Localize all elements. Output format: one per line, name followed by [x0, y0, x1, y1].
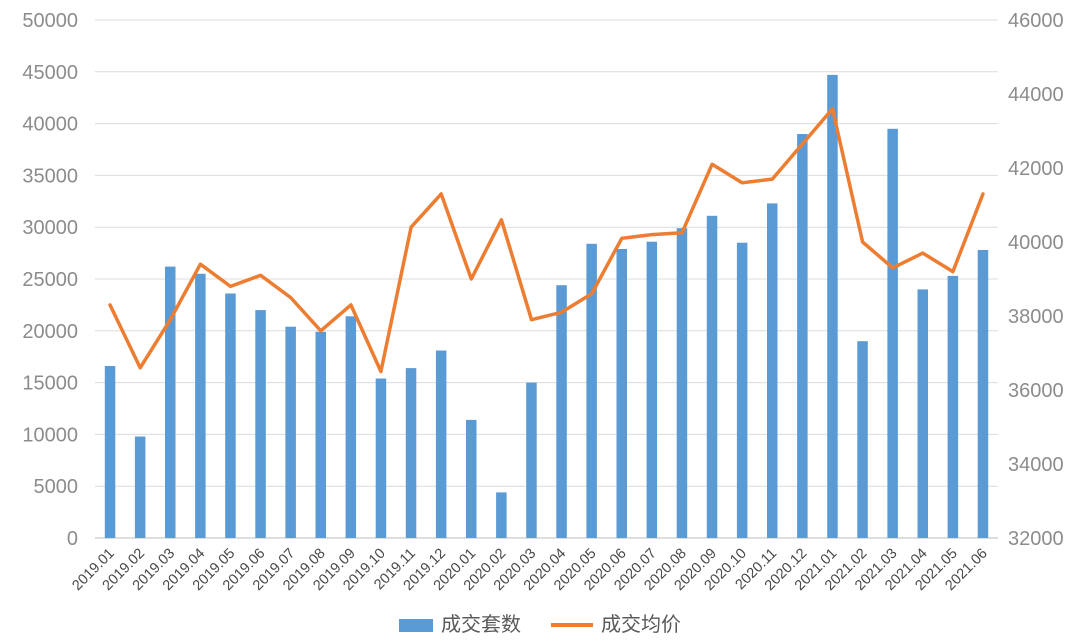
bar-2019.08 [315, 331, 326, 538]
bar-2021.01 [827, 74, 838, 539]
bar-2019.06 [255, 310, 266, 538]
line-series-swatch [551, 623, 593, 627]
bar-2020.05 [586, 243, 597, 539]
bar-2019.12 [435, 350, 447, 538]
bar-2020.11 [767, 203, 778, 538]
bar-2021.04 [917, 289, 928, 538]
bar-2019.09 [345, 316, 357, 538]
bar-2019.03 [165, 266, 176, 538]
bar-2020.08 [676, 228, 688, 538]
bar-2020.10 [736, 242, 748, 538]
bar-2019.01 [104, 366, 116, 538]
y-axis-right-tick-label: 46000 [1008, 10, 1064, 32]
legend-item-avg-price: 成交均价 [551, 612, 681, 638]
y-axis-right-tick-label: 36000 [1008, 380, 1064, 402]
y-axis-right-tick-label: 38000 [1008, 306, 1064, 328]
bar-2020.07 [646, 241, 658, 538]
bar-2020.12 [797, 134, 808, 538]
y-axis-left-tick-label: 15000 [22, 373, 78, 395]
line-series-label: 成交均价 [601, 614, 681, 636]
avg-price-line [108, 107, 985, 374]
bar-2021.02 [857, 341, 868, 538]
y-axis-left-tick-label: 30000 [22, 217, 78, 239]
bar-2019.02 [134, 436, 146, 538]
y-axis-left-tick-label: 25000 [22, 269, 78, 291]
y-axis-left-tick-label: 10000 [22, 424, 78, 446]
bar-series-label: 成交套数 [441, 614, 521, 636]
bar-series-swatch [399, 618, 433, 632]
y-axis-right-tick-label: 40000 [1008, 232, 1064, 254]
y-axis-right-tick-label: 42000 [1008, 158, 1064, 180]
y-axis-left-tick-label: 50000 [22, 10, 78, 32]
bar-2020.01 [466, 419, 477, 538]
bar-2020.06 [616, 249, 627, 538]
bar-2020.02 [496, 492, 507, 538]
bar-2019.04 [195, 273, 206, 538]
y-axis-left-tick-label: 40000 [22, 114, 78, 136]
bar-2020.03 [526, 382, 537, 538]
bar-2021.06 [977, 250, 989, 538]
bar-2020.09 [706, 215, 718, 539]
y-axis-left-tick-label: 0 [67, 528, 78, 550]
bar-2019.11 [405, 368, 417, 538]
bar-2019.05 [225, 293, 236, 538]
y-axis-left-tick-label: 45000 [22, 62, 78, 84]
legend-item-deal-count: 成交套数 [399, 612, 521, 638]
y-axis-right-tick-label: 44000 [1008, 84, 1064, 106]
y-axis-left-tick-label: 35000 [22, 165, 78, 187]
chart-legend: 成交套数 成交均价 [0, 612, 1080, 638]
bar-2020.04 [556, 285, 567, 538]
y-axis-right-tick-label: 34000 [1008, 454, 1064, 476]
bar-2019.07 [285, 326, 296, 538]
y-axis-left-tick-label: 5000 [34, 476, 79, 498]
y-axis-right-tick-label: 32000 [1008, 528, 1064, 550]
y-axis-left-tick-label: 20000 [22, 321, 78, 343]
bar-2019.10 [375, 378, 387, 538]
bar-2021.05 [947, 275, 959, 538]
bar-2021.03 [887, 128, 898, 539]
